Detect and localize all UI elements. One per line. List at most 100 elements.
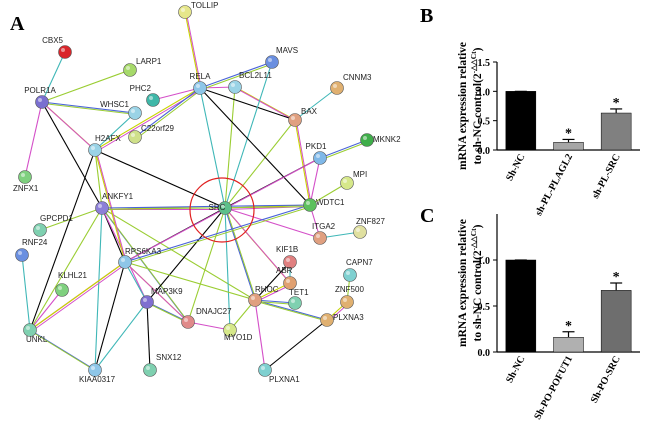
node [178, 5, 192, 19]
x-tick-label: Sh-PO-POFUT1 [532, 354, 575, 421]
node-label: ZNF500 [335, 285, 364, 294]
edge [256, 301, 329, 322]
node-shine [196, 84, 200, 88]
edge [126, 263, 190, 324]
node-label: CNNM3 [343, 73, 372, 82]
node-shine [261, 366, 265, 370]
y-tick-label: 0.0 [478, 146, 491, 157]
edge [94, 207, 103, 371]
node-label: DNAJC27 [196, 307, 232, 316]
node-label: PLXNA1 [269, 375, 300, 384]
node-label: TET1 [289, 288, 309, 297]
node [313, 151, 327, 165]
node-shine [143, 298, 147, 302]
node [143, 363, 157, 377]
node-label: MKNK2 [373, 135, 401, 144]
node-shine [306, 201, 310, 205]
node-label: PKD1 [306, 142, 327, 151]
node [313, 231, 327, 245]
edges [21, 11, 369, 372]
node-label: C22orf29 [141, 124, 174, 133]
node [33, 223, 47, 237]
edge [146, 301, 151, 371]
node [248, 293, 262, 307]
edge [29, 207, 103, 331]
edge [21, 254, 31, 331]
y-axis-label: mRNA expression relative [457, 219, 469, 347]
node [303, 198, 317, 212]
node [288, 113, 302, 127]
panel-label: A [10, 13, 25, 35]
edge [224, 207, 256, 301]
node [288, 296, 302, 310]
significance-mark: * [613, 96, 620, 111]
bar [600, 290, 632, 353]
y-tick-label: 1.5 [478, 58, 491, 69]
edge [224, 61, 273, 209]
node-label: UNKL [26, 335, 48, 344]
node-shine [21, 173, 25, 177]
y-axis-label-text: to sh-NC control(2 [472, 73, 484, 164]
edge [103, 206, 312, 210]
node-shine [149, 96, 153, 100]
edge [254, 299, 328, 321]
edge [319, 139, 368, 159]
highlight-circle [189, 177, 255, 243]
edge [264, 319, 328, 371]
node-label: RNF24 [22, 238, 48, 247]
node-label: RHOC [255, 285, 279, 294]
edge [294, 119, 311, 206]
node [95, 201, 109, 215]
edge [39, 207, 103, 231]
panel-label: B [420, 5, 433, 27]
y-axis-label: to sh-NC control(2-△△Ct) [469, 224, 484, 341]
significance-mark: * [613, 270, 620, 285]
edge [199, 87, 296, 121]
node-shine [36, 226, 40, 230]
edge [201, 63, 274, 90]
x-tick-label: sh-PL-PLAGL2 [533, 152, 575, 218]
node-label: KIF1B [276, 245, 298, 254]
node [123, 63, 137, 77]
node [343, 268, 357, 282]
edge [41, 69, 131, 103]
edge [224, 119, 296, 209]
node [265, 55, 279, 69]
node-label: POLR1A [24, 86, 56, 95]
node [55, 283, 69, 297]
node [353, 225, 367, 239]
edge [224, 207, 321, 239]
edge [124, 261, 148, 303]
node-shine [291, 116, 295, 120]
edge [199, 87, 311, 206]
bar [600, 112, 632, 151]
node-label: ZNFX1 [13, 184, 39, 193]
node-shine [291, 299, 295, 303]
edge [41, 51, 66, 103]
node-shine [356, 228, 360, 232]
node-shine [316, 154, 320, 158]
node-shine [221, 204, 225, 208]
node [340, 176, 354, 190]
node-label: WDTC1 [316, 198, 345, 207]
y-axis-label-text: to sh-NC control(2 [472, 250, 484, 341]
y-axis-label-exponent: -△△Ct [469, 228, 478, 250]
edge [31, 331, 97, 372]
node-label: KIAA0317 [79, 375, 116, 384]
node-shine [91, 366, 95, 370]
edge [186, 13, 202, 90]
y-tick-label: 0.0 [478, 348, 491, 359]
panel-label: C [420, 205, 434, 227]
edge [254, 261, 291, 301]
edge [184, 11, 201, 89]
node-shine [18, 251, 22, 255]
node-shine [316, 234, 320, 238]
node-label: MAVS [276, 46, 298, 55]
edge [43, 103, 137, 115]
node-label: MYO1D [224, 333, 253, 342]
edge [187, 207, 226, 323]
node-shine [121, 258, 125, 262]
y-tick-label: 0.5 [478, 302, 491, 313]
